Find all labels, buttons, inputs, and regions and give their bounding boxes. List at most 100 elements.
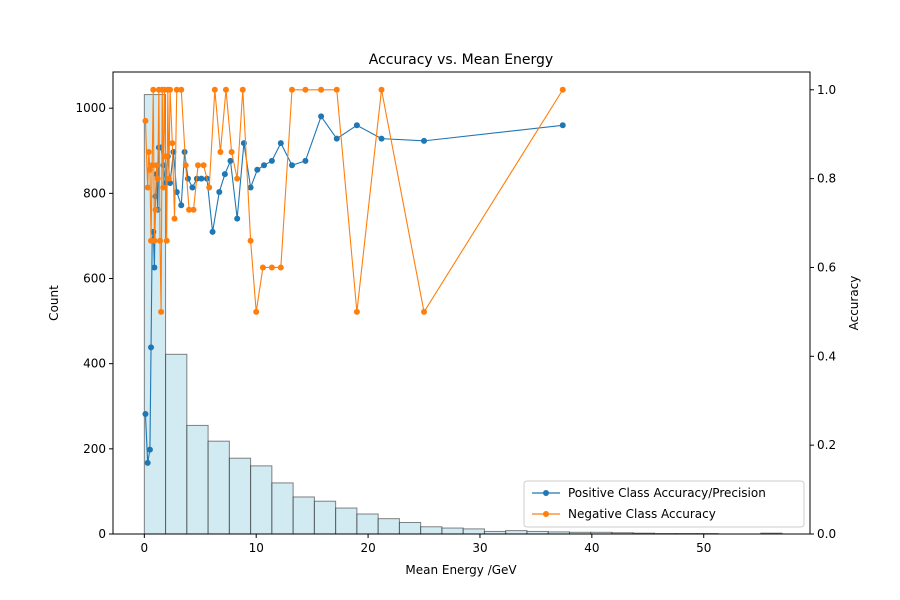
- series-point-0: [189, 184, 196, 191]
- series-point-1: [167, 86, 174, 93]
- legend-marker-positive: [543, 490, 549, 496]
- plot-frame: [112, 71, 811, 535]
- series-point-1: [253, 308, 260, 315]
- histogram-bar: [377, 518, 400, 535]
- histogram-bar: [398, 522, 422, 535]
- series-point-0: [142, 411, 149, 418]
- y-right-tick-label: 0.0: [817, 527, 836, 541]
- x-tick-label: 0: [141, 541, 149, 555]
- series-point-1: [353, 308, 360, 315]
- series-point-1: [154, 175, 161, 182]
- series-point-0: [318, 113, 325, 120]
- x-tick-label: 40: [584, 541, 599, 555]
- series-point-0: [353, 122, 360, 129]
- y-left-tick-label: 800: [83, 186, 106, 200]
- y-right-tick-label: 0.2: [817, 438, 836, 452]
- legend-marker-negative: [543, 511, 549, 517]
- series-point-0: [148, 344, 155, 351]
- series-point-0: [170, 148, 177, 155]
- y-right-tick-label: 1.0: [817, 83, 836, 97]
- series-point-0: [184, 175, 191, 182]
- y-right-tick-label: 0.6: [817, 260, 836, 274]
- histogram-bar: [505, 530, 528, 535]
- series-point-0: [144, 459, 151, 466]
- histogram-bar: [356, 513, 379, 535]
- histogram-bar: [228, 457, 252, 535]
- histogram-bar: [420, 526, 443, 535]
- histogram-bar: [207, 440, 230, 535]
- series-point-1: [173, 86, 180, 93]
- series-point-1: [149, 162, 156, 169]
- y-left-tick-label: 400: [83, 357, 106, 371]
- series-point-0: [216, 188, 223, 195]
- series-point-1: [165, 175, 172, 182]
- series-point-0: [178, 202, 185, 209]
- x-tick-label: 50: [696, 541, 711, 555]
- y-left-tick-label: 600: [83, 272, 106, 286]
- y-left-tick-label: 1000: [75, 101, 106, 115]
- axis-ticks: 0 10 20 30 40 50 0 200 400 600 800 1000 0.0 0.2 0.4 0.6…: [75, 83, 836, 555]
- y-right-tick-label: 0.4: [817, 349, 836, 363]
- series-point-1: [163, 237, 170, 244]
- x-tick-label: 10: [249, 541, 264, 555]
- series-point-1: [228, 148, 235, 155]
- y-right-tick-label: 0.8: [817, 172, 836, 186]
- series-point-0: [268, 157, 275, 164]
- series-point-1: [217, 148, 224, 155]
- x-tick-label: 30: [472, 541, 487, 555]
- series-point-1: [302, 86, 309, 93]
- series-point-1: [333, 86, 340, 93]
- series-point-1: [169, 140, 176, 147]
- series-point-1: [239, 86, 246, 93]
- y-left-tick-label: 200: [83, 442, 106, 456]
- series-point-0: [254, 166, 261, 173]
- histogram-bar: [292, 496, 315, 535]
- series-point-1: [289, 86, 296, 93]
- series-point-1: [559, 86, 566, 93]
- series-point-0: [302, 157, 309, 164]
- series-point-1: [247, 237, 254, 244]
- histogram-bar: [335, 507, 358, 535]
- series-point-1: [152, 206, 159, 213]
- series-point-0: [151, 264, 158, 271]
- series-point-0: [234, 215, 241, 222]
- series-point-1: [178, 86, 185, 93]
- series-point-1: [222, 86, 229, 93]
- series-lines: [142, 86, 566, 466]
- histogram-bar: [313, 500, 337, 535]
- y-axis-label-right: Accuracy: [847, 276, 861, 331]
- y-left-tick-label: 0: [98, 527, 106, 541]
- series-point-0: [261, 162, 268, 169]
- series-point-1: [145, 148, 152, 155]
- series-point-0: [289, 162, 296, 169]
- series-point-1: [142, 117, 149, 124]
- series-point-1: [211, 86, 218, 93]
- series-point-1: [190, 206, 197, 213]
- series-point-1: [158, 308, 165, 315]
- histogram-bar: [250, 465, 273, 535]
- series-point-1: [182, 162, 189, 169]
- y-axis-label-left: Count: [47, 285, 61, 321]
- series-point-1: [200, 162, 207, 169]
- series-point-0: [247, 184, 254, 191]
- histogram-bar: [271, 482, 294, 535]
- series-point-1: [150, 86, 157, 93]
- series-point-1: [160, 184, 167, 191]
- series-point-1: [151, 237, 158, 244]
- legend-label-negative: Negative Class Accuracy: [568, 507, 716, 521]
- series-point-1: [421, 308, 428, 315]
- series-point-1: [162, 153, 169, 160]
- series-point-0: [227, 157, 234, 164]
- series-point-1: [153, 162, 160, 169]
- series-point-1: [195, 162, 202, 169]
- series-point-1: [156, 237, 163, 244]
- series-point-0: [146, 446, 153, 453]
- histogram-bars: [143, 94, 783, 535]
- series-point-1: [378, 86, 385, 93]
- histogram-bar: [186, 424, 209, 535]
- series-point-0: [378, 135, 385, 142]
- series-point-0: [277, 140, 284, 147]
- series-point-1: [259, 264, 266, 271]
- series-point-1: [206, 184, 213, 191]
- series-point-1: [277, 264, 284, 271]
